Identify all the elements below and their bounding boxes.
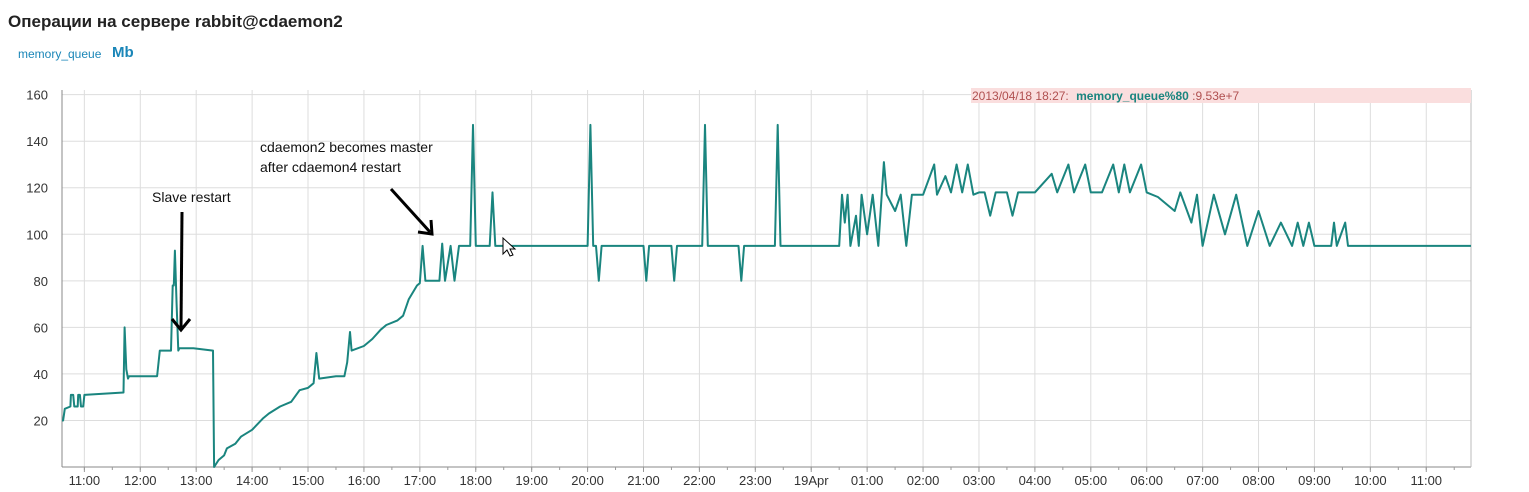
x-tick-label: 14:00 (236, 473, 269, 488)
chart-annotations: Slave restart cdaemon2 becomes master af… (152, 139, 434, 333)
chart-ticks: 20 40 60 80 100 120 140 160 11:00 12:00 13:00 14:00… (26, 88, 1455, 488)
x-tick-label: 06:00 (1130, 473, 1163, 488)
metric-legend-link[interactable]: memory_queue (18, 47, 102, 61)
x-tick-label: 23:00 (739, 473, 772, 488)
x-tick-label: 19:00 (515, 473, 548, 488)
x-tick-label: 02:00 (907, 473, 940, 488)
x-tick-label: 11:00 (69, 473, 101, 488)
annotation-arrow-2 (389, 187, 432, 234)
y-tick-label: 100 (26, 227, 48, 242)
y-tick-label: 60 (34, 320, 48, 335)
tooltip-value: :9.53e+7 (1192, 89, 1239, 103)
x-tick-label: 12:00 (124, 473, 157, 488)
x-tick-label: 22:00 (683, 473, 716, 488)
chart-axes (61, 90, 1472, 468)
annotation-slave-restart: Slave restart (152, 189, 231, 205)
x-tick-label: 20:00 (571, 473, 604, 488)
x-tick-label: 11:00 (1410, 473, 1442, 488)
annotation-arrow-1 (179, 211, 184, 329)
x-tick-label: 01:00 (851, 473, 884, 488)
y-tick-label: 20 (34, 413, 48, 428)
x-tick-label: 15:00 (292, 473, 325, 488)
mouse-cursor-icon (502, 236, 517, 257)
annotation-arrowhead-1 (170, 318, 192, 333)
y-tick-label: 140 (26, 134, 48, 149)
tooltip-time: 2013/04/18 18:27: (972, 89, 1069, 103)
annotation-arrowhead-2 (417, 219, 434, 236)
series-line-memory-queue (62, 123, 1471, 468)
hover-tooltip: 2013/04/18 18:27: memory_queue%80 :9.53e… (971, 88, 1471, 103)
x-tick-label: 05:00 (1075, 473, 1108, 488)
y-tick-label: 80 (34, 274, 48, 289)
y-tick-label: 160 (26, 88, 48, 103)
annotation-master-line2: after cdaemon4 restart (260, 159, 401, 175)
svg-text:2013/04/18 18:27: memory: 2013/04/18 18:27: memory_queue%80 :9.53e… (972, 89, 1240, 103)
tooltip-background (971, 88, 1471, 103)
page-title: Операции на сервере rabbit@cdaemon2 (8, 12, 343, 31)
y-tick-label: 40 (34, 367, 48, 382)
annotation-master-line1: cdaemon2 becomes master (260, 139, 433, 155)
x-tick-label: 07:00 (1186, 473, 1219, 488)
x-tick-label: 09:00 (1298, 473, 1331, 488)
x-tick-label: 16:00 (348, 473, 381, 488)
x-tick-label: 17:00 (404, 473, 437, 488)
x-tick-label: 13:00 (180, 473, 213, 488)
y-tick-label: 120 (26, 181, 48, 196)
x-tick-label: 10:00 (1354, 473, 1387, 488)
tooltip-series: memory_queue%80 (1076, 89, 1189, 103)
x-tick-label: 21:00 (627, 473, 660, 488)
x-tick-label: 08:00 (1242, 473, 1275, 488)
x-tick-label: 04:00 (1019, 473, 1052, 488)
unit-link[interactable]: Mb (112, 44, 134, 61)
x-tick-label: 03:00 (963, 473, 996, 488)
chart-series (62, 123, 1471, 468)
x-tick-label: 18:00 (459, 473, 492, 488)
x-tick-label: 19Apr (794, 473, 829, 488)
